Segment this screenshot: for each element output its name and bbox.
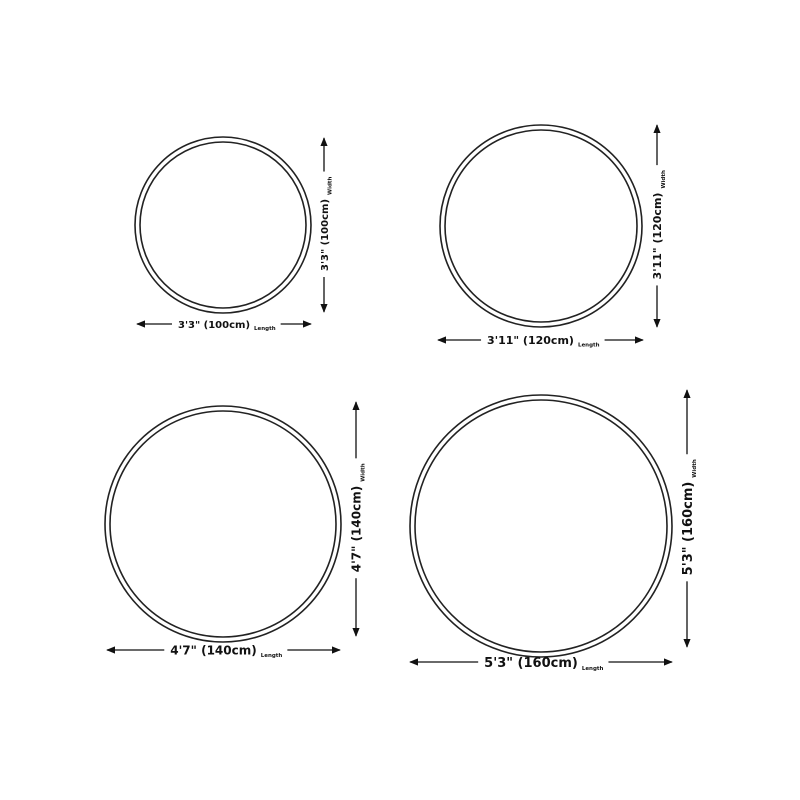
rug-1: 3'3" (100cm) Length 3'3" (100cm) Width xyxy=(134,136,334,332)
length-tag: Length xyxy=(582,666,604,672)
length-label: 4'7" (140cm) xyxy=(170,644,256,658)
width-label: 5'3" (160cm) xyxy=(681,482,696,576)
length-label: 3'3" (100cm) xyxy=(178,320,250,331)
width-tag: Width xyxy=(361,463,367,482)
width-label: 4'7" (140cm) xyxy=(350,486,364,572)
rug-inner-ring xyxy=(109,410,337,638)
length-tag: Length xyxy=(578,343,600,349)
rug-4: 5'3" (160cm) Length 5'3" (160cm) Width xyxy=(409,389,698,672)
length-tag: Length xyxy=(254,326,276,332)
width-tag: Width xyxy=(661,170,667,189)
length-label: 3'11" (120cm) xyxy=(487,334,574,347)
width-tag: Width xyxy=(692,459,698,478)
rug-inner-ring xyxy=(414,399,668,653)
rug-inner-ring xyxy=(444,129,638,323)
length-tag: Length xyxy=(261,653,283,659)
length-label: 5'3" (160cm) xyxy=(484,656,578,671)
width-tag: Width xyxy=(328,176,334,195)
rug-3: 4'7" (140cm) Length 4'7" (140cm) Width xyxy=(104,401,367,659)
rug-outer-ring xyxy=(134,136,312,314)
rug-outer-ring xyxy=(439,124,643,328)
width-label: 3'11" (120cm) xyxy=(651,193,664,280)
rug-2: 3'11" (120cm) Length 3'11" (120cm) Width xyxy=(437,124,667,349)
rug-inner-ring xyxy=(139,141,307,309)
rug-outer-ring xyxy=(104,405,342,643)
width-label: 3'3" (100cm) xyxy=(320,199,331,271)
rug-outer-ring xyxy=(409,394,673,658)
